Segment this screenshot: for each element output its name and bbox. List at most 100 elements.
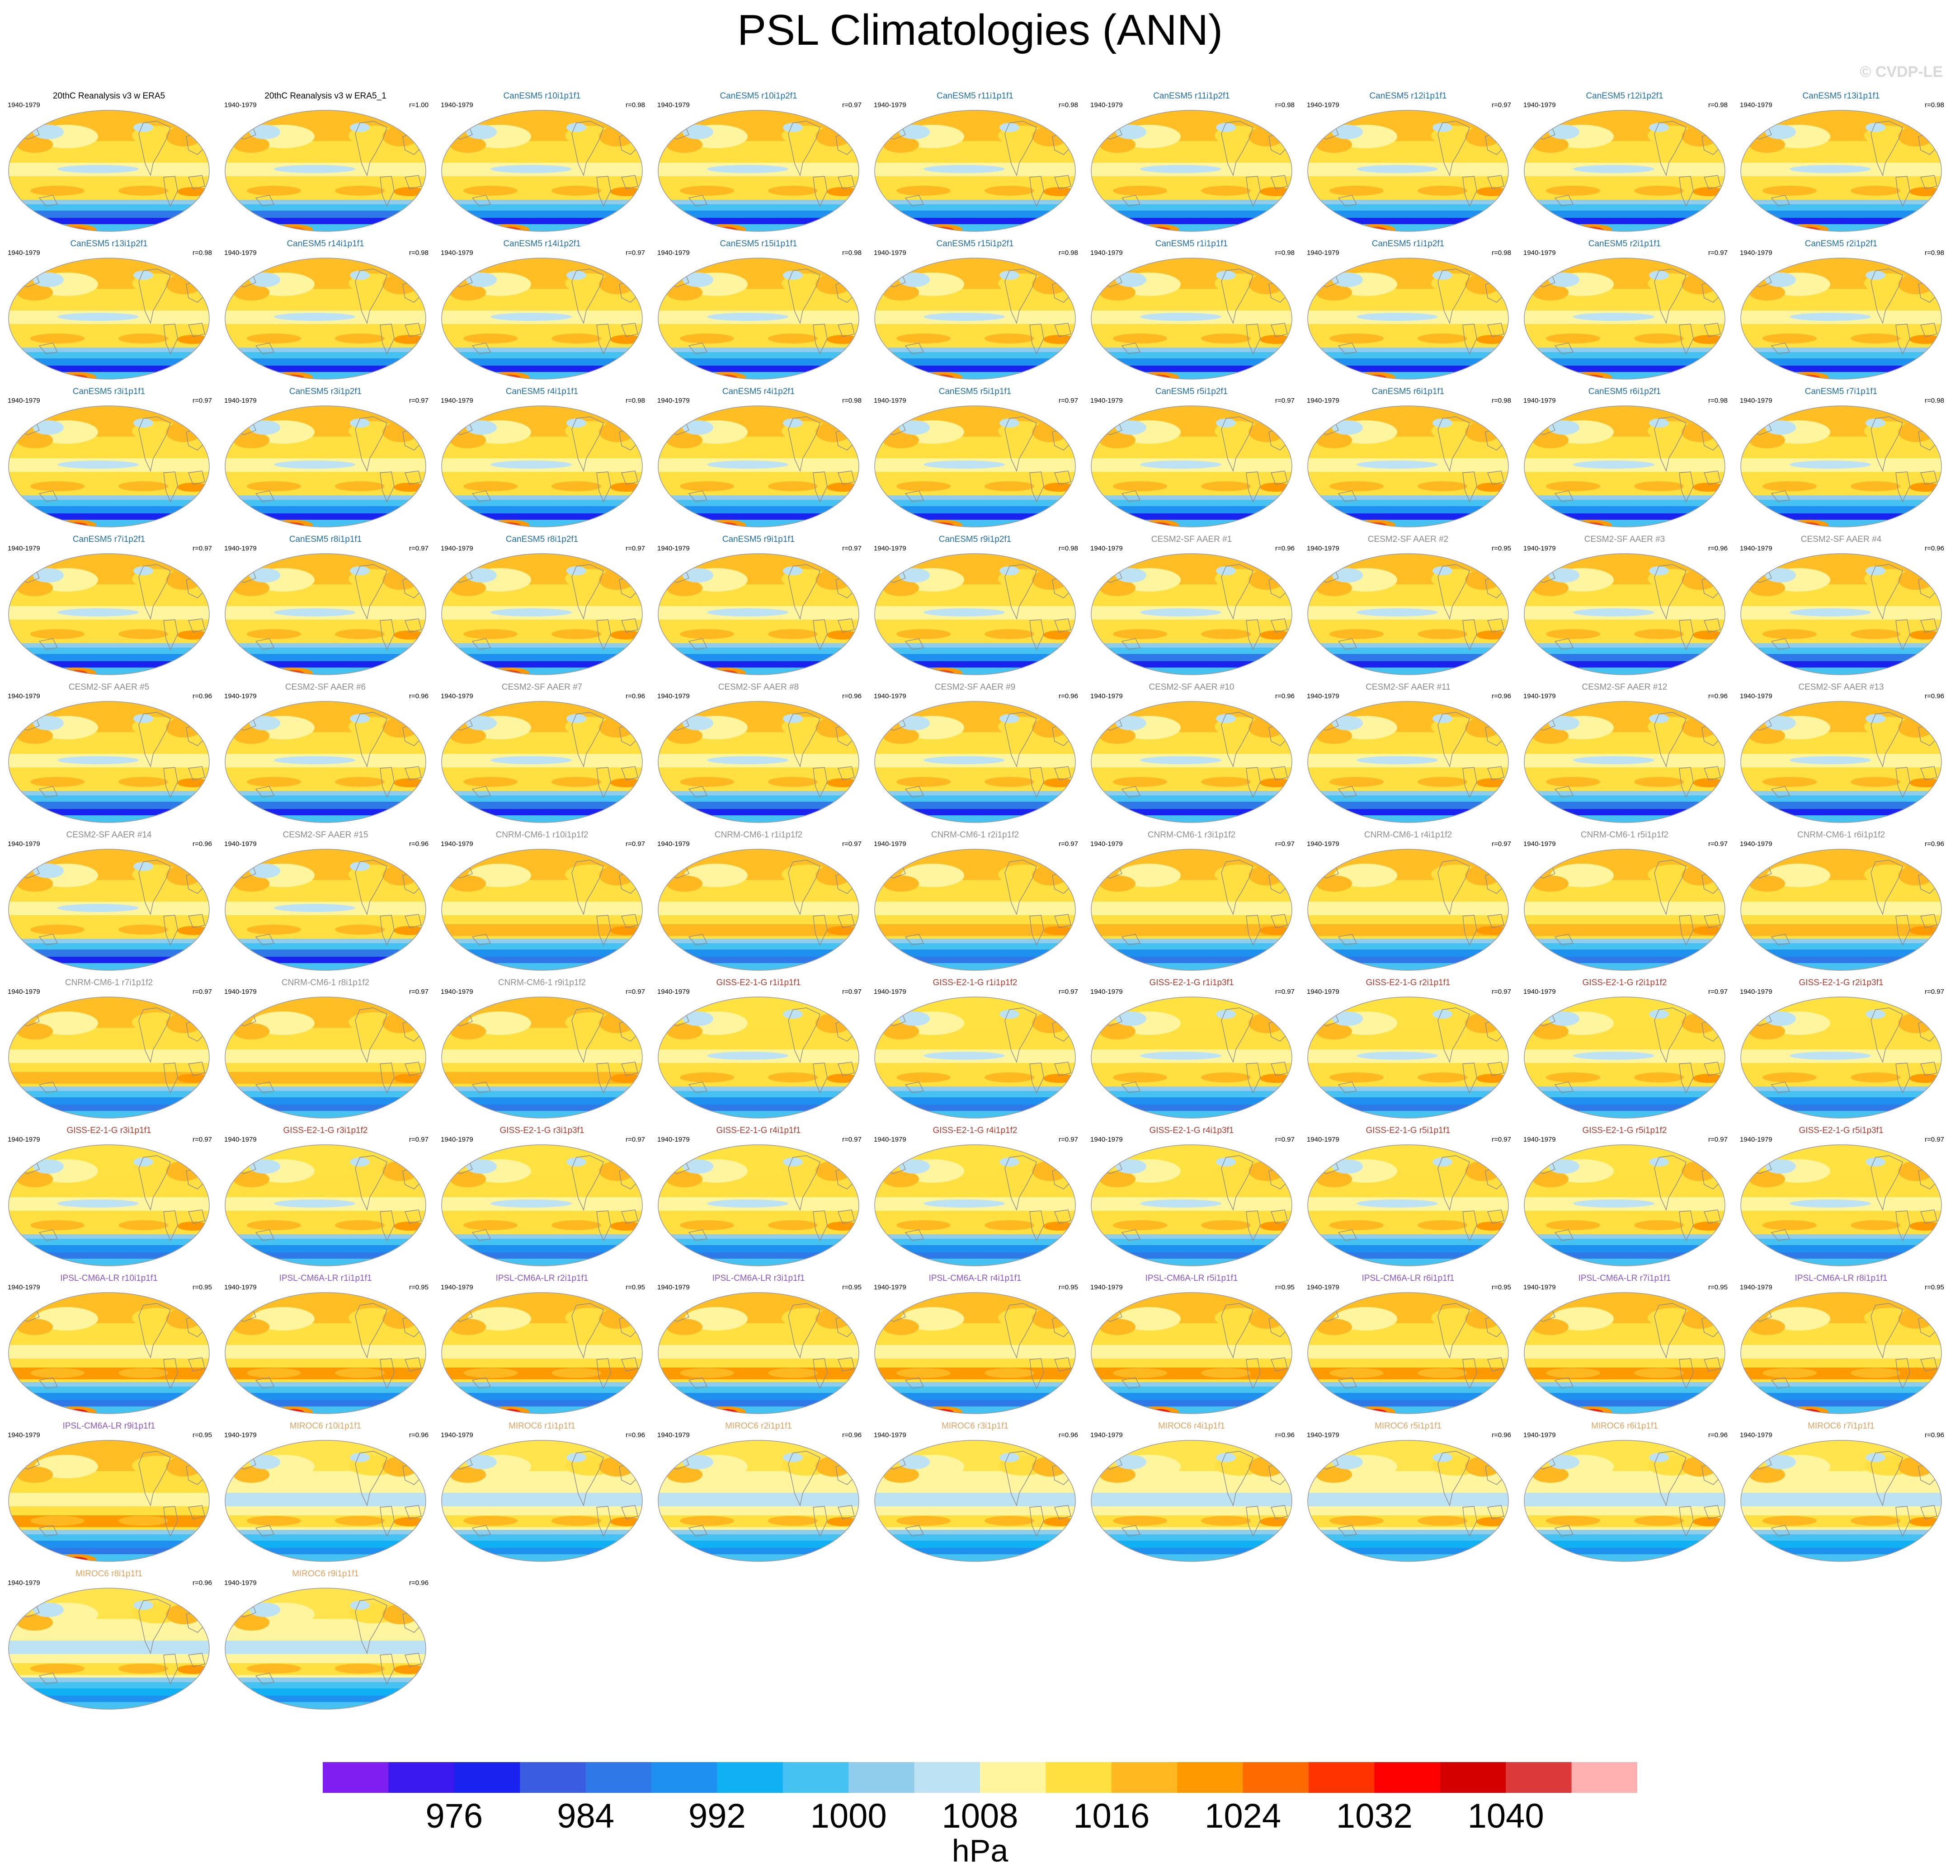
panel-period: 1940-1979 (874, 545, 906, 552)
panel-period: 1940-1979 (224, 101, 257, 109)
psl-map (1524, 1144, 1725, 1266)
panel-title: CESM2-SF AAER #3 (1584, 535, 1665, 544)
panel-title: IPSL-CM6A-LR r1i1p1f1 (279, 1274, 372, 1283)
panel-period: 1940-1979 (441, 988, 473, 996)
panel-period: 1940-1979 (657, 988, 690, 996)
psl-map (441, 849, 643, 971)
climatology-panel: IPSL-CM6A-LR r6i1p1f1 1940-1979 r=0.95 (1300, 1270, 1516, 1419)
panel-period: 1940-1979 (8, 1431, 40, 1439)
panel-title: GISS-E2-1-G r3i1p1f1 (66, 1126, 151, 1135)
panel-period: 1940-1979 (8, 1284, 40, 1291)
panel-correlation: r=0.98 (1059, 545, 1078, 552)
psl-map (225, 405, 426, 527)
climatology-panel: IPSL-CM6A-LR r5i1p1f1 1940-1979 r=0.95 (1084, 1270, 1299, 1419)
psl-map (225, 553, 426, 675)
panel-correlation: r=0.95 (409, 1284, 429, 1291)
climatology-panel: GISS-E2-1-G r3i1p3f1 1940-1979 r=0.97 (434, 1122, 650, 1271)
climatology-panel: IPSL-CM6A-LR r4i1p1f1 1940-1979 r=0.95 (867, 1270, 1083, 1419)
panel-title: CanESM5 r7i1p1f1 (1805, 387, 1878, 396)
panel-period: 1940-1979 (8, 101, 40, 109)
panel-period: 1940-1979 (8, 988, 40, 996)
climatology-panel: CanESM5 r9i1p2f1 1940-1979 r=0.98 (867, 531, 1083, 680)
panel-correlation: r=0.95 (1492, 1284, 1511, 1291)
panel-correlation: r=0.98 (1708, 397, 1728, 404)
panel-title: CanESM5 r3i1p2f1 (289, 387, 362, 396)
climatology-panel: GISS-E2-1-G r5i1p1f1 1940-1979 r=0.97 (1300, 1122, 1516, 1271)
panel-period: 1940-1979 (874, 988, 906, 996)
psl-map (658, 110, 859, 232)
panel-period: 1940-1979 (1740, 988, 1772, 996)
colorbar-tick-label: 1000 (810, 1797, 887, 1835)
panel-title: MIROC6 r6i1p1f1 (1591, 1421, 1658, 1431)
climatology-panel: GISS-E2-1-G r2i1p1f2 1940-1979 r=0.97 (1517, 974, 1732, 1124)
panel-title: CanESM5 r15i1p2f1 (936, 239, 1014, 249)
climatology-panel: IPSL-CM6A-LR r7i1p1f1 1940-1979 r=0.95 (1517, 1270, 1732, 1419)
psl-map (1740, 553, 1942, 675)
colorbar-tick-label: 976 (425, 1797, 483, 1835)
panel-period: 1940-1979 (1523, 840, 1556, 848)
panel-title: CNRM-CM6-1 r7i1p1f2 (65, 978, 153, 987)
panel-correlation: r=0.97 (1059, 988, 1078, 996)
panel-correlation: r=0.95 (193, 1431, 212, 1439)
panel-correlation: r=0.97 (1925, 988, 1944, 996)
panel-period: 1940-1979 (8, 397, 40, 404)
climatology-panel: GISS-E2-1-G r3i1p1f1 1940-1979 r=0.97 (1, 1122, 217, 1271)
colorbar-tick-label: 992 (688, 1797, 746, 1835)
climatology-panel: CanESM5 r1i1p1f1 1940-1979 r=0.98 (1084, 235, 1299, 385)
climatology-panel: MIROC6 r5i1p1f1 1940-1979 r=0.96 (1300, 1418, 1516, 1567)
panel-period: 1940-1979 (224, 1431, 257, 1439)
psl-map (1307, 997, 1509, 1119)
panel-title: IPSL-CM6A-LR r2i1p1f1 (495, 1274, 589, 1283)
climatology-panel: CNRM-CM6-1 r7i1p1f2 1940-1979 r=0.97 (1, 974, 217, 1124)
psl-map (1091, 997, 1292, 1119)
psl-map (658, 1144, 859, 1266)
panel-period: 1940-1979 (1307, 1431, 1339, 1439)
psl-map (1740, 701, 1942, 823)
climatology-panel: MIROC6 r10i1p1f1 1940-1979 r=0.96 (218, 1418, 433, 1567)
climatology-panel: CanESM5 r2i1p1f1 1940-1979 r=0.97 (1517, 235, 1732, 385)
psl-map (225, 1440, 426, 1562)
colorbar-segment (782, 1762, 849, 1793)
panel-title: MIROC6 r2i1p1f1 (725, 1421, 792, 1431)
panel-correlation: r=0.96 (193, 840, 212, 848)
panel-title: IPSL-CM6A-LR r6i1p1f1 (1362, 1274, 1455, 1283)
panel-title: GISS-E2-1-G r2i1p3f1 (1799, 978, 1884, 987)
panel-period: 1940-1979 (1523, 397, 1556, 404)
climatology-panel: CNRM-CM6-1 r8i1p1f2 1940-1979 r=0.97 (218, 974, 433, 1124)
psl-map (1524, 1292, 1725, 1414)
psl-map (1091, 1292, 1292, 1414)
psl-map (225, 258, 426, 380)
colorbar-segment (848, 1762, 915, 1793)
psl-map (1091, 258, 1292, 380)
panel-title: CNRM-CM6-1 r4i1p1f2 (1364, 830, 1452, 840)
panel-title: IPSL-CM6A-LR r9i1p1f1 (62, 1421, 155, 1431)
psl-map (441, 110, 643, 232)
psl-map (1524, 258, 1725, 380)
panel-period: 1940-1979 (1307, 1284, 1339, 1291)
panel-title: GISS-E2-1-G r1i1p1f2 (933, 978, 1018, 987)
psl-map (874, 258, 1076, 380)
panel-title: CESM2-SF AAER #4 (1800, 535, 1882, 544)
panel-correlation: r=0.97 (409, 1136, 429, 1143)
panel-title: MIROC6 r8i1p1f1 (75, 1569, 142, 1579)
colorbar-segment (1046, 1762, 1112, 1793)
panel-period: 1940-1979 (1307, 988, 1339, 996)
panel-correlation: r=0.96 (409, 1431, 429, 1439)
colorbar-segment (717, 1762, 783, 1793)
panel-period: 1940-1979 (657, 249, 690, 257)
colorbar-segment (1506, 1762, 1572, 1793)
panel-correlation: r=0.97 (626, 988, 645, 996)
psl-map (1740, 405, 1942, 527)
climatology-panel: CNRM-CM6-1 r9i1p1f2 1940-1979 r=0.97 (434, 974, 650, 1124)
panel-correlation: r=0.98 (626, 397, 645, 404)
psl-map (441, 1440, 643, 1562)
panel-period: 1940-1979 (1307, 840, 1339, 848)
panel-period: 1940-1979 (1523, 101, 1556, 109)
climatology-panel: CanESM5 r3i1p1f1 1940-1979 r=0.97 (1, 383, 217, 532)
panel-period: 1940-1979 (441, 840, 473, 848)
panel-correlation: r=0.97 (842, 840, 862, 848)
panel-title: CESM2-SF AAER #15 (283, 830, 368, 840)
psl-map (874, 849, 1076, 971)
climatology-panel: IPSL-CM6A-LR r8i1p1f1 1940-1979 r=0.95 (1734, 1270, 1949, 1419)
colorbar-segment (1374, 1762, 1441, 1793)
